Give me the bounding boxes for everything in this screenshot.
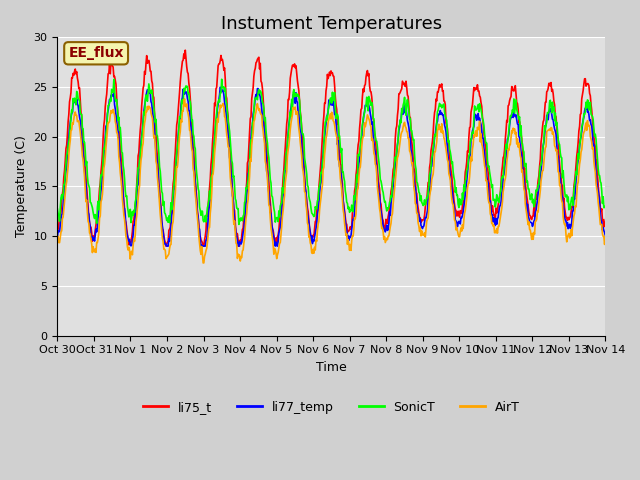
li75_t [181, 48, 189, 53]
li75_t [389, 167, 397, 173]
AirT [199, 260, 207, 266]
AirT [54, 237, 61, 243]
SonicT [268, 193, 276, 199]
Y-axis label: Temperature (C): Temperature (C) [15, 135, 28, 238]
li77_temp [602, 233, 609, 239]
Text: EE_flux: EE_flux [68, 46, 124, 60]
AirT [247, 158, 255, 164]
li75_t [268, 220, 276, 226]
li77_temp [389, 183, 397, 189]
li75_t [420, 216, 428, 222]
li75_t [54, 226, 61, 232]
Line: li77_temp: li77_temp [58, 87, 605, 246]
AirT [420, 232, 428, 238]
li77_temp [268, 222, 276, 228]
Line: li75_t: li75_t [58, 50, 605, 246]
SonicT [118, 149, 125, 155]
li77_temp [247, 135, 255, 141]
X-axis label: Time: Time [316, 361, 347, 374]
li75_t [118, 165, 125, 171]
li77_temp [420, 223, 428, 229]
SonicT [247, 137, 255, 143]
AirT [389, 201, 397, 207]
li77_temp [216, 84, 224, 90]
li75_t [162, 243, 170, 249]
AirT [602, 233, 609, 239]
SonicT [389, 176, 397, 182]
SonicT [218, 76, 225, 82]
li77_temp [220, 92, 228, 98]
li75_t [220, 67, 228, 73]
SonicT [220, 84, 227, 90]
Title: Instument Temperatures: Instument Temperatures [221, 15, 442, 33]
Legend: li75_t, li77_temp, SonicT, AirT: li75_t, li77_temp, SonicT, AirT [138, 396, 525, 419]
li77_temp [118, 177, 125, 183]
SonicT [602, 203, 609, 209]
AirT [268, 230, 276, 236]
SonicT [54, 206, 61, 212]
Line: SonicT: SonicT [58, 79, 605, 225]
AirT [118, 183, 125, 189]
li75_t [602, 217, 609, 223]
SonicT [420, 201, 428, 206]
AirT [220, 104, 228, 109]
SonicT [235, 222, 243, 228]
Line: AirT: AirT [58, 99, 605, 263]
li77_temp [54, 235, 61, 240]
li75_t [247, 114, 255, 120]
AirT [180, 96, 188, 102]
li77_temp [163, 243, 170, 249]
